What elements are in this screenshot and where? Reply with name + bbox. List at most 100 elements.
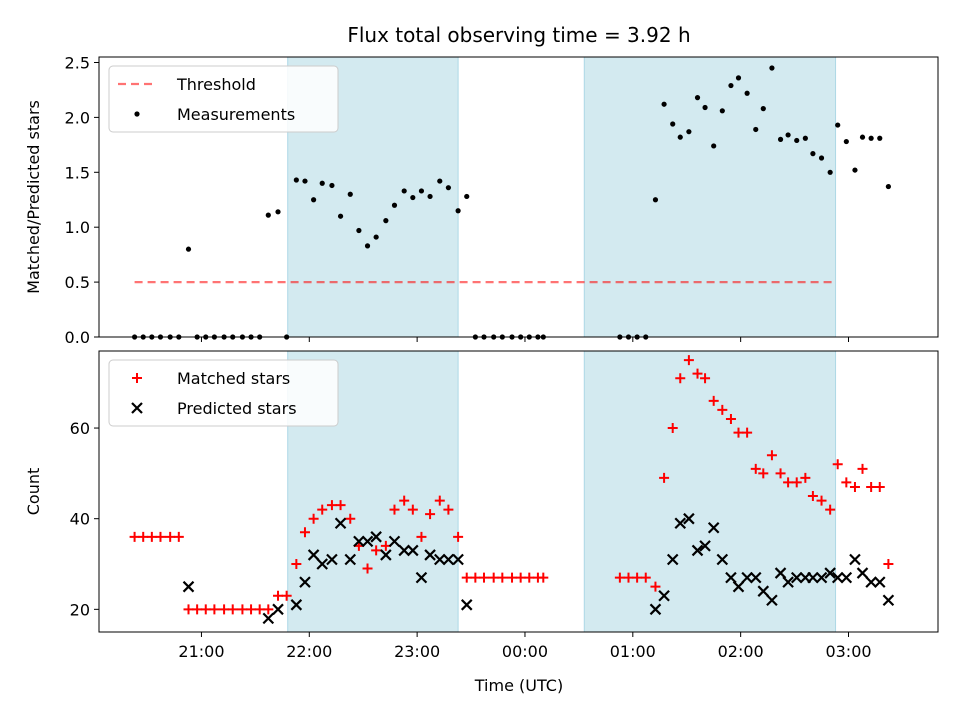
series-predicted-stars bbox=[182, 512, 895, 625]
data-point bbox=[460, 599, 473, 611]
data-point bbox=[632, 572, 643, 583]
data-point bbox=[802, 135, 808, 141]
data-point bbox=[219, 604, 230, 615]
data-point bbox=[470, 572, 481, 583]
x-tick-label: 00:00 bbox=[502, 642, 548, 661]
data-point bbox=[335, 500, 346, 511]
data-point bbox=[464, 193, 470, 200]
data-point bbox=[138, 531, 149, 542]
data-point bbox=[769, 65, 775, 71]
y-axis-label: Matched/Predicted stars bbox=[24, 100, 43, 294]
y-tick-label: 1.5 bbox=[65, 163, 90, 182]
data-point bbox=[307, 549, 320, 561]
data-point bbox=[758, 468, 769, 479]
data-point bbox=[849, 481, 860, 492]
data-point bbox=[728, 82, 734, 89]
data-point bbox=[319, 180, 325, 186]
data-point bbox=[399, 495, 410, 506]
data-point bbox=[674, 517, 687, 530]
data-point bbox=[538, 572, 549, 583]
data-point bbox=[831, 571, 844, 584]
data-point bbox=[146, 531, 157, 542]
data-point bbox=[702, 104, 708, 111]
ratio-panel: 0.0 0.5 1.0 1.5 2.0 2.5 Matched/Predicted star… bbox=[24, 53, 939, 347]
data-point bbox=[452, 553, 464, 566]
data-point bbox=[185, 246, 192, 252]
data-point bbox=[742, 427, 753, 438]
data-point bbox=[874, 481, 885, 492]
data-point bbox=[683, 355, 694, 366]
data-point bbox=[200, 604, 211, 615]
legend-entry-label: Measurements bbox=[177, 105, 295, 124]
data-point bbox=[692, 368, 703, 379]
data-point bbox=[832, 459, 843, 470]
data-point bbox=[790, 571, 803, 584]
data-point bbox=[885, 183, 891, 190]
legend-predicted-swatch bbox=[131, 402, 143, 414]
data-point bbox=[857, 463, 868, 474]
data-point bbox=[227, 604, 238, 615]
data-point bbox=[182, 580, 195, 593]
data-point bbox=[293, 177, 299, 183]
data-point bbox=[666, 553, 679, 566]
data-point bbox=[129, 531, 140, 542]
data-point bbox=[852, 167, 858, 173]
data-point bbox=[732, 580, 745, 593]
x-axis-label: Time (UTC) bbox=[474, 676, 563, 695]
data-point bbox=[356, 227, 362, 234]
data-point bbox=[783, 477, 794, 488]
data-point bbox=[388, 535, 401, 548]
data-point bbox=[866, 481, 877, 492]
data-point bbox=[735, 75, 742, 81]
data-point bbox=[443, 504, 454, 515]
data-point bbox=[437, 178, 443, 184]
data-point bbox=[825, 504, 836, 515]
data-point bbox=[265, 212, 271, 218]
data-point bbox=[263, 604, 274, 615]
data-point bbox=[262, 612, 275, 625]
data-point bbox=[760, 106, 766, 112]
data-point bbox=[868, 135, 874, 141]
data-point bbox=[316, 558, 329, 570]
data-point bbox=[455, 208, 461, 214]
y-axis-label: Count bbox=[24, 468, 43, 516]
data-point bbox=[741, 571, 753, 584]
data-point bbox=[329, 182, 335, 189]
data-point bbox=[478, 572, 489, 583]
data-point bbox=[827, 169, 833, 175]
data-point bbox=[345, 513, 356, 524]
data-point bbox=[299, 527, 310, 538]
data-point bbox=[488, 572, 499, 583]
data-point bbox=[272, 603, 284, 616]
data-point bbox=[667, 423, 678, 434]
legend-box bbox=[108, 65, 339, 133]
data-point bbox=[308, 513, 319, 524]
data-point bbox=[650, 581, 661, 592]
data-point bbox=[291, 559, 302, 570]
count-panel: 20 40 60 21:00 22:00 23:00 00:00 01:00 02:00 03:0… bbox=[24, 350, 939, 661]
data-point bbox=[362, 563, 373, 574]
data-point bbox=[353, 535, 365, 548]
data-point bbox=[661, 101, 667, 107]
series-matched-stars bbox=[129, 355, 894, 615]
data-point bbox=[281, 590, 292, 601]
data-point bbox=[614, 572, 625, 583]
data-point bbox=[818, 155, 825, 161]
data-point bbox=[807, 571, 819, 584]
legend: Threshold Measurements bbox=[108, 65, 339, 133]
data-point bbox=[371, 545, 382, 556]
observing-span-2 bbox=[583, 350, 837, 633]
data-point bbox=[749, 571, 762, 584]
data-point bbox=[290, 599, 303, 611]
data-point bbox=[699, 540, 711, 552]
data-point bbox=[373, 234, 379, 240]
legend-entry-label: Predicted stars bbox=[177, 399, 297, 418]
data-point bbox=[317, 504, 328, 515]
data-point bbox=[401, 188, 407, 194]
legend-box bbox=[108, 359, 339, 427]
legend-entry-label: Matched stars bbox=[177, 369, 290, 388]
legend-measurements-swatch bbox=[134, 111, 140, 117]
data-point bbox=[810, 151, 816, 157]
data-point bbox=[652, 197, 659, 203]
data-point bbox=[777, 136, 784, 142]
